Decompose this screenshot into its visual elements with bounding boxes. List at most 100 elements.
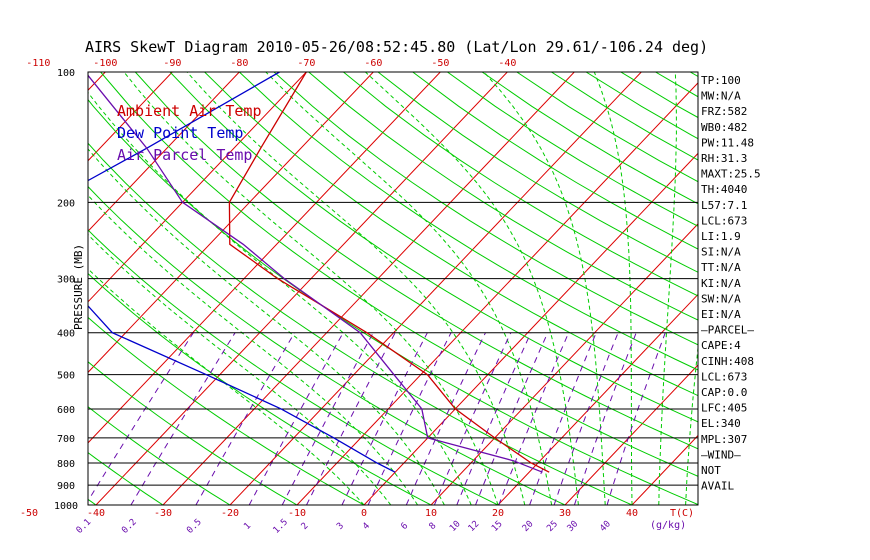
isotherm-line: [430, 223, 698, 505]
moist-adiabat-line: [88, 148, 445, 505]
plot-frame: [87, 71, 699, 506]
bottom-temp-tick-label: 10: [425, 508, 437, 519]
index-entry: CAPE:4: [701, 339, 741, 352]
mixing-ratio-tick-label: 12: [467, 519, 482, 534]
moist-adiabat-line: [365, 72, 579, 505]
pressure-tick-label: 400: [57, 329, 75, 340]
mixing-ratio-tick-label: 3: [335, 521, 346, 532]
isotherm-line: [497, 293, 698, 505]
pressure-tick-label: 100: [57, 68, 75, 79]
index-entry: LCL:673: [701, 214, 747, 227]
mixing-ratio-tick-label: 0.2: [120, 517, 139, 536]
index-entry: –PARCEL–: [701, 324, 754, 337]
index-entry: SW:N/A: [701, 292, 741, 305]
mixing-ratio-tick-label: 4: [361, 521, 372, 532]
index-entry: CINH:408: [701, 355, 754, 368]
index-entry: MAXT:25.5: [701, 168, 761, 181]
legend-entry: Dew Point Temp: [117, 124, 243, 142]
mixing-ratio-tick-label: 1.5: [272, 517, 291, 536]
isotherm-line: [95, 72, 508, 505]
mixing-ratio-tick-label: 30: [566, 519, 581, 534]
index-entry: TP:100: [701, 74, 741, 87]
index-entry: EL:340: [701, 417, 741, 430]
isotherm-line: [363, 152, 698, 505]
x-unit-label: T(C): [670, 508, 694, 519]
pressure-tick-label: 200: [57, 198, 75, 209]
top-temp-tick-label: -90: [163, 58, 181, 69]
bottom-temp-tick-label: 30: [559, 508, 571, 519]
dry-adiabat-line: [760, 72, 870, 505]
index-entry: TT:N/A: [701, 261, 741, 274]
dry-adiabat-line: [447, 72, 698, 227]
top-temp-tick-label: -50: [431, 58, 449, 69]
mixing-ratio-line: [281, 332, 374, 505]
dry-adiabat-line: [308, 72, 698, 321]
dry-adiabat-line: [88, 272, 432, 505]
moist-adiabat-line: [265, 72, 553, 505]
isotherm-line: [88, 72, 374, 374]
mixing-ratio-tick-label: 40: [598, 519, 613, 534]
isotherm-line: [88, 72, 240, 233]
legend-entry: Ambient Air Temp: [117, 102, 262, 120]
index-entry: –WIND–: [701, 448, 741, 461]
mixing-ratio-tick-label: 0.5: [185, 517, 204, 536]
mixing-ratio-tick-label: 8: [428, 521, 439, 532]
moist-adiabat-line: [186, 72, 526, 505]
bottom-temp-tick-label: -30: [154, 508, 172, 519]
series-line-ambient-air-temp: [228, 72, 550, 473]
top-temp-tick-label: -60: [364, 58, 382, 69]
mixing-ratio-tick-label: 6: [399, 521, 410, 532]
dry-adiabat-line: [88, 98, 698, 505]
mixing-ratio-tick-label: 25: [545, 519, 560, 534]
mixing-ratio-unit-label: (g/kg): [650, 520, 686, 531]
dry-adiabat-line: [794, 72, 870, 505]
dry-adiabat-line: [88, 316, 365, 505]
dry-adiabat-line: [169, 72, 698, 423]
isotherm-line: [766, 72, 870, 505]
pressure-tick-label: 900: [57, 481, 75, 492]
top-temp-tick-label: -70: [297, 58, 315, 69]
dry-adiabat-line: [273, 72, 698, 346]
bottom-temp-tick-label: -10: [288, 508, 306, 519]
pressure-tick-label: 1000: [54, 501, 78, 512]
top-temp-tick-label: -80: [230, 58, 248, 69]
index-entry: CAP:0.0: [701, 386, 747, 399]
thermo-grid: [0, 72, 870, 505]
legend: Ambient Air Temp Dew Point Temp Air Parcel…: [117, 102, 262, 164]
index-entry: MW:N/A: [701, 90, 741, 103]
pressure-tick-label: 600: [57, 405, 75, 416]
mixing-ratio-tick-label: 10: [448, 519, 463, 534]
mixing-ratio-line: [248, 332, 344, 505]
pressure-tick-label: 300: [57, 275, 75, 286]
dry-adiabat-line: [655, 72, 698, 98]
top-temp-tick-label: -40: [498, 58, 516, 69]
index-entry: L57:7.1: [701, 199, 747, 212]
dry-adiabat-line: [88, 452, 164, 505]
index-entry: FRZ:582: [701, 105, 747, 118]
pressure-tick-label: 500: [57, 371, 75, 382]
top-temp-tick-label: -100: [93, 58, 117, 69]
dry-adiabat-line: [88, 185, 566, 505]
index-entry: EI:N/A: [701, 308, 741, 321]
isotherm-line: [564, 364, 698, 505]
pressure-tick-label: 800: [57, 459, 75, 470]
bottom-temp-tick-label: 0: [361, 508, 367, 519]
dry-adiabat-line: [377, 72, 698, 273]
dry-adiabat-line: [481, 72, 698, 205]
mixing-ratio-tick-label: 1: [242, 521, 253, 532]
dry-adiabat-line: [134, 72, 698, 450]
dry-adiabat-line: [88, 229, 499, 505]
indices-panel: TP:100 MW:N/A FRZ:582 WB0:482 PW:11.48 RH:31.…: [701, 74, 761, 493]
index-entry: WB0:482: [701, 121, 747, 134]
dry-adiabat-line: [412, 72, 698, 250]
index-entry: RH:31.3: [701, 152, 747, 165]
mixing-ratio-tick-label: 2: [300, 521, 311, 532]
isotherm-line: [296, 82, 698, 505]
isotherm-line: [0, 72, 38, 505]
mixing-ratio-tick-label: 0.1: [75, 517, 94, 536]
top-temp-tick-label: -110: [26, 58, 50, 69]
dry-adiabat-line: [88, 406, 231, 505]
moist-adiabat-line: [88, 233, 392, 505]
index-entry: PW:11.48: [701, 136, 754, 149]
